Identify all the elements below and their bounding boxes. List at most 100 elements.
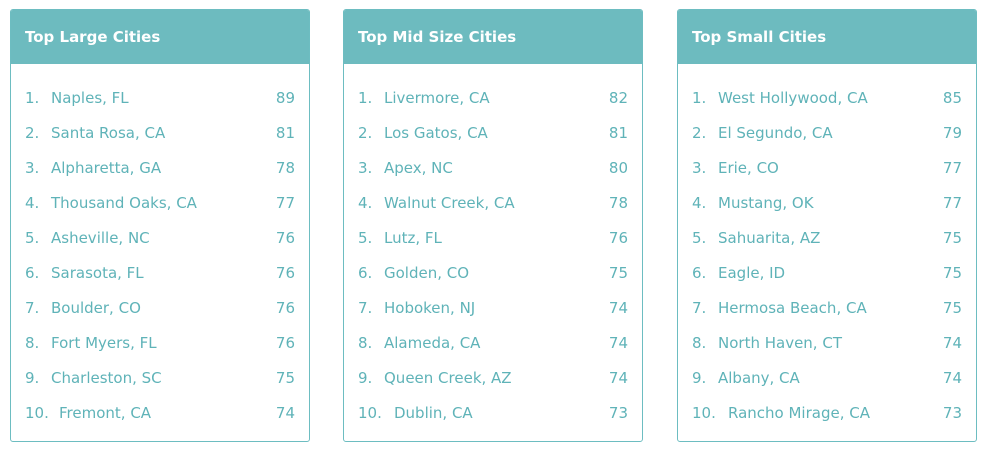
rank: 7. <box>692 299 707 317</box>
score: 75 <box>942 299 962 317</box>
score: 85 <box>942 89 962 107</box>
rank: 8. <box>25 334 40 352</box>
rank: 10. <box>692 404 716 422</box>
rank: 5. <box>692 229 707 247</box>
large-city-row: 3. Alpharetta, GA 78 <box>11 151 309 186</box>
city-name: El Segundo, CA <box>718 124 833 142</box>
score: 74 <box>608 334 628 352</box>
score: 81 <box>608 124 628 142</box>
score: 76 <box>275 229 295 247</box>
score: 73 <box>942 404 962 422</box>
city-name: Erie, CO <box>718 159 779 177</box>
large-city-row: 7. Boulder, CO 76 <box>11 291 309 326</box>
rank: 4. <box>358 194 373 212</box>
mid-city-row: 3. Apex, NC 80 <box>344 151 642 186</box>
large-city-row: 8. Fort Myers, FL 76 <box>11 326 309 361</box>
small-city-row: 6. Eagle, ID 75 <box>678 256 976 291</box>
score: 75 <box>608 264 628 282</box>
score: 74 <box>942 369 962 387</box>
mid-city-row: 10. Dublin, CA 73 <box>344 396 642 431</box>
city-name: Thousand Oaks, CA <box>51 194 197 212</box>
city-name: Albany, CA <box>718 369 800 387</box>
score: 75 <box>942 229 962 247</box>
score: 76 <box>275 299 295 317</box>
rank: 4. <box>25 194 40 212</box>
small-city-row: 1. West Hollywood, CA 85 <box>678 81 976 116</box>
rank: 6. <box>25 264 40 282</box>
score: 73 <box>608 404 628 422</box>
rank: 6. <box>358 264 373 282</box>
city-name: Sarasota, FL <box>51 264 144 282</box>
rank: 9. <box>692 369 707 387</box>
mid-city-row: 1. Livermore, CA 82 <box>344 81 642 116</box>
large-cities-title: Top Large Cities <box>11 10 309 64</box>
city-name: Queen Creek, AZ <box>384 369 512 387</box>
mid-city-row: 5. Lutz, FL 76 <box>344 221 642 256</box>
small-city-row: 9. Albany, CA 74 <box>678 361 976 396</box>
rank: 8. <box>358 334 373 352</box>
score: 78 <box>608 194 628 212</box>
small-city-row: 4. Mustang, OK 77 <box>678 186 976 221</box>
score: 76 <box>275 334 295 352</box>
city-name: Alpharetta, GA <box>51 159 162 177</box>
score: 75 <box>275 369 295 387</box>
mid-city-row: 6. Golden, CO 75 <box>344 256 642 291</box>
small-cities-list: 1. West Hollywood, CA 85 2. El Segundo, CA 7… <box>678 81 976 431</box>
city-name: Charleston, SC <box>51 369 162 387</box>
mid-size-cities-list: 1. Livermore, CA 82 2. Los Gatos, CA 81 3. Ap… <box>344 81 642 431</box>
large-city-row: 6. Sarasota, FL 76 <box>11 256 309 291</box>
rank: 3. <box>358 159 373 177</box>
city-name: Fremont, CA <box>59 404 152 422</box>
city-name: Santa Rosa, CA <box>51 124 166 142</box>
score: 76 <box>608 229 628 247</box>
city-name: Rancho Mirage, CA <box>728 404 870 422</box>
small-cities-title: Top Small Cities <box>678 10 976 64</box>
score: 74 <box>608 369 628 387</box>
city-name: Lutz, FL <box>384 229 442 247</box>
city-name: Livermore, CA <box>384 89 490 107</box>
small-city-row: 7. Hermosa Beach, CA 75 <box>678 291 976 326</box>
small-city-row: 2. El Segundo, CA 79 <box>678 116 976 151</box>
mid-size-cities-panel: Top Mid Size Cities 1. Livermore, CA 82 2.… <box>343 9 643 442</box>
large-city-row: 4. Thousand Oaks, CA 77 <box>11 186 309 221</box>
score: 76 <box>275 264 295 282</box>
city-name: Golden, CO <box>384 264 470 282</box>
score: 80 <box>608 159 628 177</box>
large-cities-list: 1. Naples, FL 89 2. Santa Rosa, CA 81 3. Alph… <box>11 81 309 431</box>
rank: 5. <box>358 229 373 247</box>
large-city-row: 5. Asheville, NC 76 <box>11 221 309 256</box>
city-name: West Hollywood, CA <box>718 89 868 107</box>
mid-city-row: 2. Los Gatos, CA 81 <box>344 116 642 151</box>
rank: 2. <box>25 124 40 142</box>
city-name: Sahuarita, AZ <box>718 229 821 247</box>
rank: 7. <box>358 299 373 317</box>
city-name: Mustang, OK <box>718 194 814 212</box>
mid-city-row: 7. Hoboken, NJ 74 <box>344 291 642 326</box>
rank: 10. <box>358 404 382 422</box>
city-name: Los Gatos, CA <box>384 124 488 142</box>
rank: 1. <box>692 89 707 107</box>
small-city-row: 8. North Haven, CT 74 <box>678 326 976 361</box>
rank: 4. <box>692 194 707 212</box>
small-city-row: 3. Erie, CO 77 <box>678 151 976 186</box>
mid-city-row: 9. Queen Creek, AZ 74 <box>344 361 642 396</box>
city-name: Dublin, CA <box>394 404 473 422</box>
rank: 9. <box>358 369 373 387</box>
city-name: Asheville, NC <box>51 229 150 247</box>
rank: 7. <box>25 299 40 317</box>
city-name: Alameda, CA <box>384 334 481 352</box>
score: 79 <box>942 124 962 142</box>
rank: 2. <box>692 124 707 142</box>
small-cities-panel: Top Small Cities 1. West Hollywood, CA 85 … <box>677 9 977 442</box>
city-name: Apex, NC <box>384 159 453 177</box>
score: 74 <box>942 334 962 352</box>
rank: 6. <box>692 264 707 282</box>
score: 89 <box>275 89 295 107</box>
score: 82 <box>608 89 628 107</box>
small-city-row: 10. Rancho Mirage, CA 73 <box>678 396 976 431</box>
rank: 3. <box>692 159 707 177</box>
rank: 1. <box>25 89 40 107</box>
large-city-row: 1. Naples, FL 89 <box>11 81 309 116</box>
city-name: Hermosa Beach, CA <box>718 299 867 317</box>
large-cities-panel: Top Large Cities 1. Naples, FL 89 2. Santa … <box>10 9 310 442</box>
